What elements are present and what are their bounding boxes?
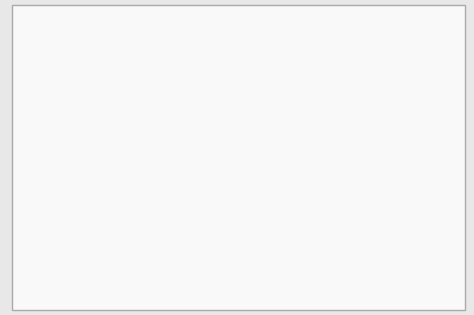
Text: , c: , c [55,170,70,183]
Text: a: a [314,78,321,91]
Text: ...: ... [126,95,138,109]
Text: ab: ab [177,249,192,262]
Text: b: b [159,58,167,71]
Text: + c: + c [114,228,138,241]
Text: a: a [143,58,150,71]
Text: b: b [83,133,91,146]
Text: := 0: := 0 [68,114,101,128]
Text: – 1: – 1 [111,208,133,221]
Text: : positive integers): : positive integers) [165,58,282,71]
Text: = 1: = 1 [93,133,123,146]
Text: := 0: := 0 [68,208,101,221]
Text: n−1: n−1 [87,108,104,116]
Text: shifted: shifted [164,133,215,146]
Text: 2: 2 [328,91,333,99]
Text: is the value of: is the value of [100,249,195,262]
Text: j: j [63,114,67,128]
Text: p: p [108,228,116,241]
Text: else: else [69,151,100,164]
Text: j: j [199,133,203,146]
Text: then: then [113,133,149,146]
Text: and: and [199,78,230,91]
Text: n−1: n−1 [252,91,269,99]
Text: 1: 1 [309,91,314,99]
Text: ...: ... [292,78,304,91]
Text: := 0: := 0 [47,188,77,202]
Text: and (: and ( [59,95,91,109]
Text: b: b [104,95,112,109]
Text: 0: 0 [153,108,158,116]
Text: b: b [138,95,146,109]
Text: j: j [63,208,67,221]
Text: ): ) [324,78,328,91]
Text: to: to [90,208,104,221]
Text: multiply: multiply [94,58,151,71]
Text: , . . . . , c: , . . . . , c [71,170,124,183]
Text: procedure: procedure [40,58,115,71]
Text: 2: 2 [162,108,167,116]
Text: 1: 1 [143,108,148,116]
Text: :=: := [144,133,165,146]
Text: b: b [82,95,90,109]
Text: {c: {c [40,170,55,183]
Text: j: j [128,241,131,249]
Text: a: a [158,133,165,146]
Text: ,: , [150,58,157,71]
Text: b: b [219,78,228,91]
Text: n−2: n−2 [109,108,127,116]
Text: {the binary expansions of: {the binary expansions of [40,78,205,91]
Text: 1: 1 [66,183,72,191]
Text: for: for [40,208,64,221]
Text: {: { [84,249,96,262]
Text: p: p [93,249,101,262]
Text: c: c [93,151,100,164]
Text: n−1: n−1 [111,183,128,191]
Text: 0: 0 [319,91,324,99]
Text: n−2: n−2 [275,91,292,99]
Text: p: p [78,249,86,262]
Text: a: a [270,78,277,91]
Text: p: p [40,188,48,202]
Text: if: if [69,133,83,146]
Text: (: ( [139,58,144,71]
Text: , respectively}: , respectively} [166,95,256,109]
Text: are (: are ( [226,78,259,91]
Text: to: to [90,114,104,128]
Text: j: j [88,146,91,154]
Text: := 0: := 0 [102,151,132,164]
Text: p: p [88,228,96,241]
Text: j: j [139,146,141,154]
Text: c: c [134,133,141,146]
Text: :=: := [94,228,116,241]
Text: a: a [246,78,253,91]
Text: – 1: – 1 [111,114,133,128]
Text: are the partial products}: are the partial products} [129,170,289,183]
Text: n: n [104,208,112,221]
Text: }: } [188,249,196,262]
Text: places: places [204,133,247,146]
Text: j: j [98,164,100,172]
Text: a: a [304,78,311,91]
Text: Multiplication of Integers.: Multiplication of Integers. [135,22,347,36]
Text: a: a [192,78,200,91]
Text: ): ) [158,95,163,109]
Text: 0: 0 [51,183,56,191]
Text: Algorithm 3: Algorithm 3 [40,23,128,36]
Text: return: return [40,249,89,262]
Text: for: for [40,114,64,128]
Text: b: b [148,95,156,109]
Text: n: n [104,114,112,128]
